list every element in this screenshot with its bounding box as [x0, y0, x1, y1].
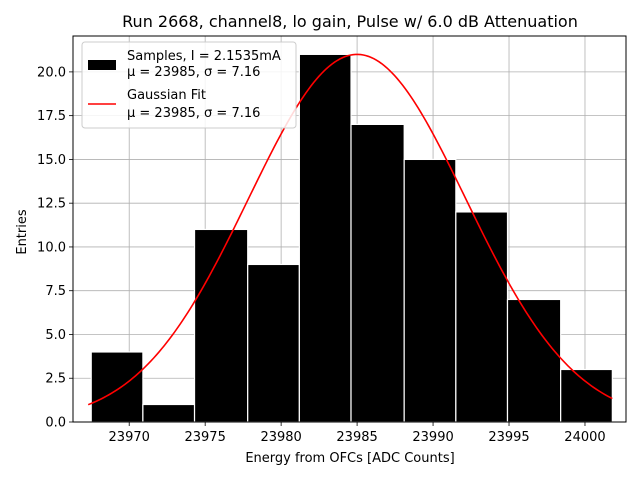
histogram-bar [298, 53, 352, 423]
x-tick-label: 23980 [260, 430, 301, 445]
histogram-bar [90, 351, 144, 423]
x-tick-label: 23995 [488, 430, 529, 445]
histogram-bar [247, 263, 300, 423]
histogram-bar [455, 211, 509, 423]
chart-title: Run 2668, channel8, lo gain, Pulse w/ 6.… [122, 12, 578, 31]
x-axis-label: Energy from OFCs [ADC Counts] [245, 451, 454, 466]
histogram-bar [506, 298, 562, 423]
histogram-bar [142, 403, 196, 423]
y-axis-label: Entries [15, 209, 30, 255]
legend: Samples, I = 2.1535mA μ = 23985, σ = 7.1… [81, 41, 297, 129]
y-tick-label: 5.0 [45, 328, 66, 343]
gaussian-fit-curve [87, 53, 613, 406]
x-tick-label: 23975 [184, 430, 225, 445]
legend-box [81, 41, 297, 129]
y-tick-label: 12.5 [37, 197, 66, 212]
y-tick-label: 17.5 [37, 109, 66, 124]
x-axis-ticks: 23970 23975 23980 23985 23990 23995 24000 [109, 422, 606, 445]
x-tick-label: 23970 [109, 430, 150, 445]
histogram-bar [403, 158, 457, 423]
x-tick-label: 23985 [336, 430, 377, 445]
x-tick-label: 23990 [412, 430, 453, 445]
legend-samples-label: Samples, I = 2.1535mA [127, 49, 281, 64]
y-axis-ticks: 0.0 2.5 5.0 7.5 10.0 12.5 15.0 17.5 20.0 [37, 65, 73, 431]
x-tick-label: 24000 [564, 430, 605, 445]
axes-frame [72, 35, 627, 423]
y-tick-label: 7.5 [45, 284, 66, 299]
legend-samples-swatch [88, 60, 116, 70]
legend-fit-stats: μ = 23985, σ = 7.16 [127, 106, 260, 121]
y-tick-label: 2.5 [45, 372, 66, 387]
y-tick-label: 0.0 [45, 416, 66, 431]
legend-fit-label: Gaussian Fit [127, 88, 206, 103]
histogram-bar [350, 123, 405, 423]
histogram-bar [193, 228, 249, 423]
histogram-bar [560, 368, 613, 423]
histogram-bars [90, 53, 613, 423]
y-tick-label: 10.0 [37, 240, 66, 255]
y-tick-label: 20.0 [37, 65, 66, 80]
y-tick-label: 15.0 [37, 153, 66, 168]
legend-samples-stats: μ = 23985, σ = 7.16 [127, 65, 260, 80]
